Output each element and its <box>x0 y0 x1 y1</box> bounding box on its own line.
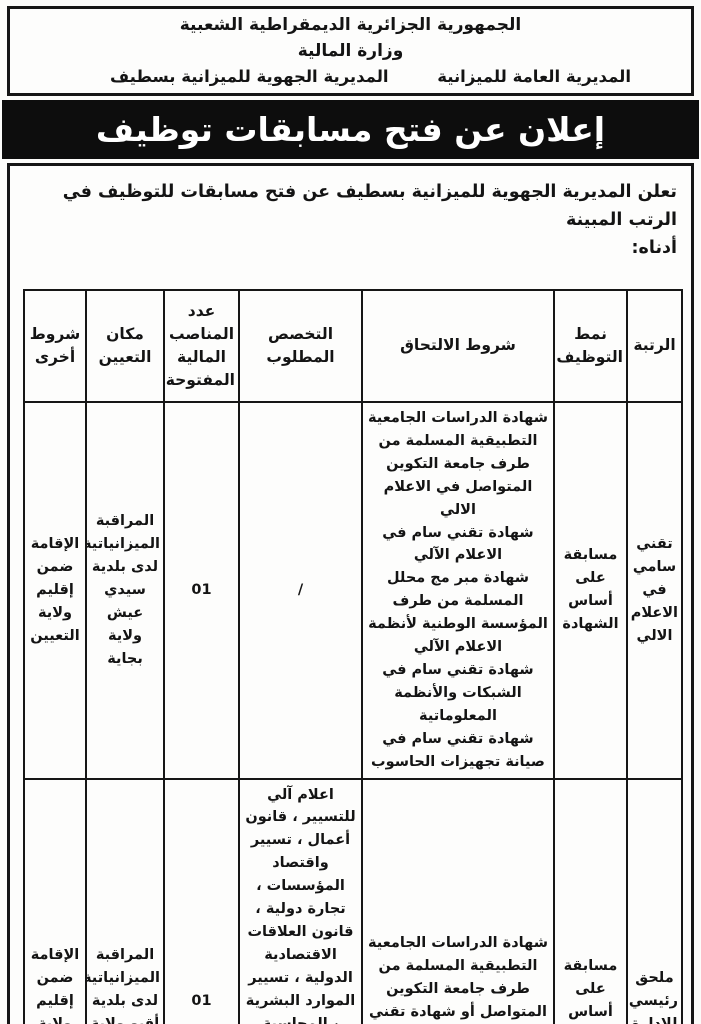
cell-assignment-location: المراقبة الميزانياتية لدى بلدية أقبو ولا… <box>85 777 165 1024</box>
col-header-other-conditions: شروط أخرى <box>23 289 87 403</box>
cell-required-specialty: / <box>238 401 363 780</box>
letterhead: الجمهورية الجزائرية الديمقراطية الشعبية … <box>7 6 694 96</box>
col-header-rank: الرتبة <box>626 289 683 403</box>
col-header-recruitment-mode: نمط التوظيف <box>553 289 628 403</box>
table-row: تقني سامي في الاعلام الالي مسابقة على أس… <box>23 401 683 780</box>
col-header-required-specialty: التخصص المطلوب <box>238 289 363 403</box>
cell-recruitment-mode: مسابقة على أساس الشهادة <box>553 401 628 780</box>
cell-admission-conditions: شهادة الدراسات الجامعية التطبيقية المسلم… <box>361 777 555 1024</box>
intro-paragraph: تعلن المديرية الجهوية للميزانية بسطيف عن… <box>62 182 677 258</box>
regional-directorate-label: المديرية الجهوية للميزانية بسطيف <box>110 67 389 87</box>
general-directorate-label: المديرية العامة للميزانية <box>437 67 631 87</box>
col-header-admission-conditions: شروط الالتحاق <box>361 289 555 403</box>
banner-title: إعلان عن فتح مسابقات توظيف <box>95 110 606 149</box>
cell-rank: تقني سامي في الاعلام الالي <box>626 401 683 780</box>
announcement-banner: إعلان عن فتح مسابقات توظيف <box>2 100 699 159</box>
cell-assignment-location: المراقبة الميزانياتية لدى بلدية سيدي عيش… <box>85 401 165 780</box>
cell-other-conditions: الإقامة ضمن إقليم ولاية التعيين <box>23 777 87 1024</box>
republic-title: الجمهورية الجزائرية الديمقراطية الشعبية <box>179 14 522 35</box>
directorates-row: المديرية العامة للميزانية المديرية الجهو… <box>10 67 691 86</box>
table-row: ملحق رئيسي للإدارة مسابقة على أساس الشها… <box>23 777 683 1024</box>
cell-rank: ملحق رئيسي للإدارة <box>626 777 683 1024</box>
col-header-assignment-location: مكان التعيين <box>85 289 165 403</box>
cell-required-specialty: اعلام آلي للتسيير ، قانون أعمال ، تسيير … <box>238 777 363 1024</box>
cell-open-positions: 01 <box>163 777 240 1024</box>
content-frame: تعلن المديرية الجهوية للميزانية بسطيف عن… <box>7 163 694 1024</box>
cell-other-conditions: الإقامة ضمن إقليم ولاية التعيين <box>23 401 87 780</box>
table-header-row: الرتبة نمط التوظيف شروط الالتحاق التخصص … <box>23 289 683 403</box>
ministry-title: وزارة المالية <box>297 40 404 61</box>
col-header-open-positions: عدد المناصب المالية المفتوحة <box>163 289 240 403</box>
vacancies-table: الرتبة نمط التوظيف شروط الالتحاق التخصص … <box>23 289 683 1024</box>
cell-open-positions: 01 <box>163 401 240 780</box>
cell-admission-conditions: شهادة الدراسات الجامعية التطبيقية المسلم… <box>361 401 555 780</box>
cell-recruitment-mode: مسابقة على أساس الشهادة <box>553 777 628 1024</box>
